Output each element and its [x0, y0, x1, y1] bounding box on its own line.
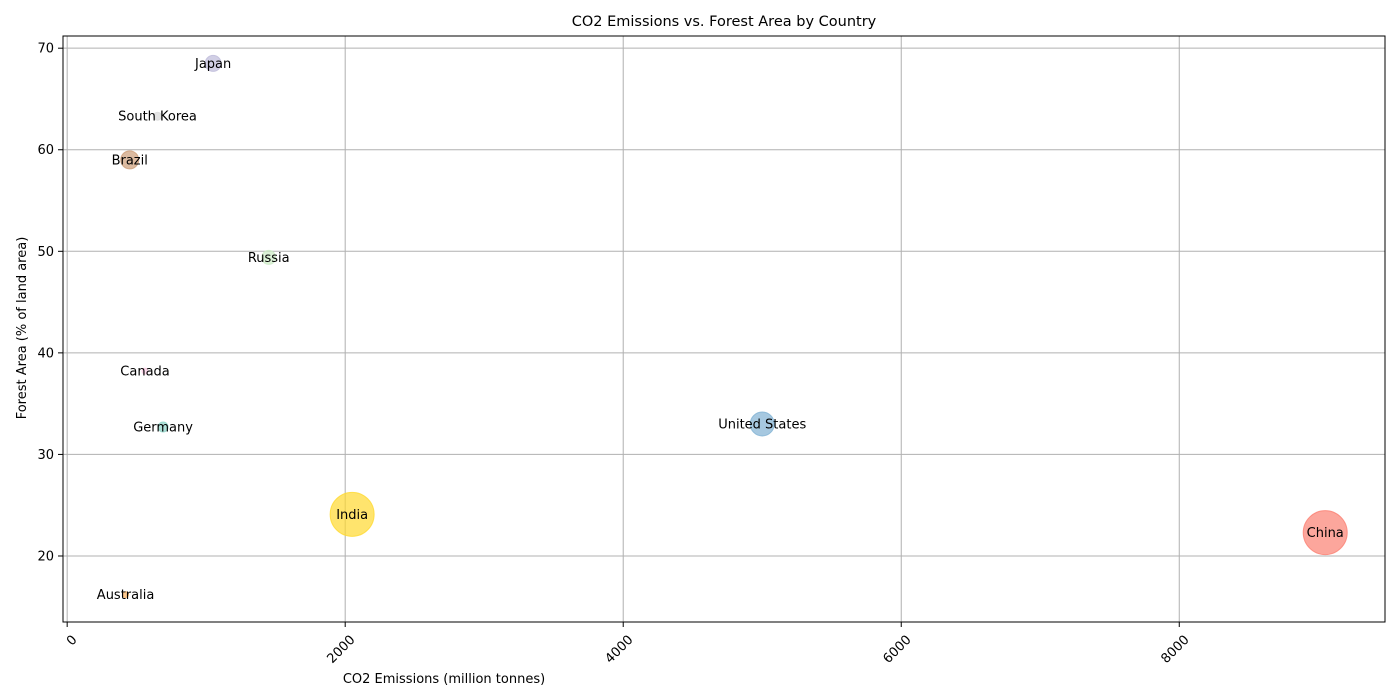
bubble-label-germany: Germany [133, 421, 193, 436]
bubble-label-japan: Japan [194, 57, 231, 72]
bubble-japan [204, 54, 222, 72]
bubble-brazil [120, 150, 140, 170]
x-axis-label: CO2 Emissions (million tonnes) [343, 672, 545, 687]
x-tick-label: 2000 [324, 633, 358, 667]
y-axis-ticks: 20 30 40 50 60 70 [37, 42, 63, 564]
bubble-label-united-states: United States [718, 417, 806, 432]
bubble-label-russia: Russia [248, 251, 290, 266]
grid [63, 36, 1385, 622]
x-tick-label: 6000 [880, 633, 914, 667]
bubble-australia [122, 591, 130, 599]
y-tick-label: 70 [37, 42, 54, 57]
y-tick-label: 50 [37, 245, 54, 260]
bubble-canada [141, 367, 149, 375]
bubble-india [329, 491, 375, 537]
x-tick-label: 0 [64, 633, 80, 649]
plot-frame [62, 35, 1386, 623]
y-axis-label: Forest Area (% of land area) [15, 237, 30, 420]
bubble-china [1302, 510, 1348, 556]
bubble-south-korea [153, 111, 163, 121]
x-tick-label: 4000 [602, 633, 636, 667]
bubble-label-brazil: Brazil [112, 153, 148, 168]
bubble-label-india: India [336, 508, 368, 523]
bubble-label-south-korea: South Korea [118, 110, 197, 125]
y-tick-label: 40 [37, 346, 54, 361]
bubble-germany [157, 421, 169, 433]
x-tick-label: 8000 [1159, 633, 1193, 667]
x-axis-ticks: 0 2000 4000 6000 8000 [64, 622, 1193, 667]
bubble-russia [261, 249, 277, 265]
y-tick-label: 20 [37, 549, 54, 564]
chart-title: CO2 Emissions vs. Forest Area by Country [572, 14, 877, 30]
bubble-label-canada: Canada [120, 365, 169, 380]
y-tick-label: 30 [37, 448, 54, 463]
bubbles [120, 54, 1348, 599]
y-tick-label: 60 [37, 143, 54, 158]
bubble-united-states [749, 411, 775, 437]
bubble-label-australia: Australia [97, 588, 155, 603]
bubble-labels: Japan South Korea Brazil Russia Canada German… [97, 57, 1344, 603]
bubble-label-china: China [1307, 526, 1344, 541]
